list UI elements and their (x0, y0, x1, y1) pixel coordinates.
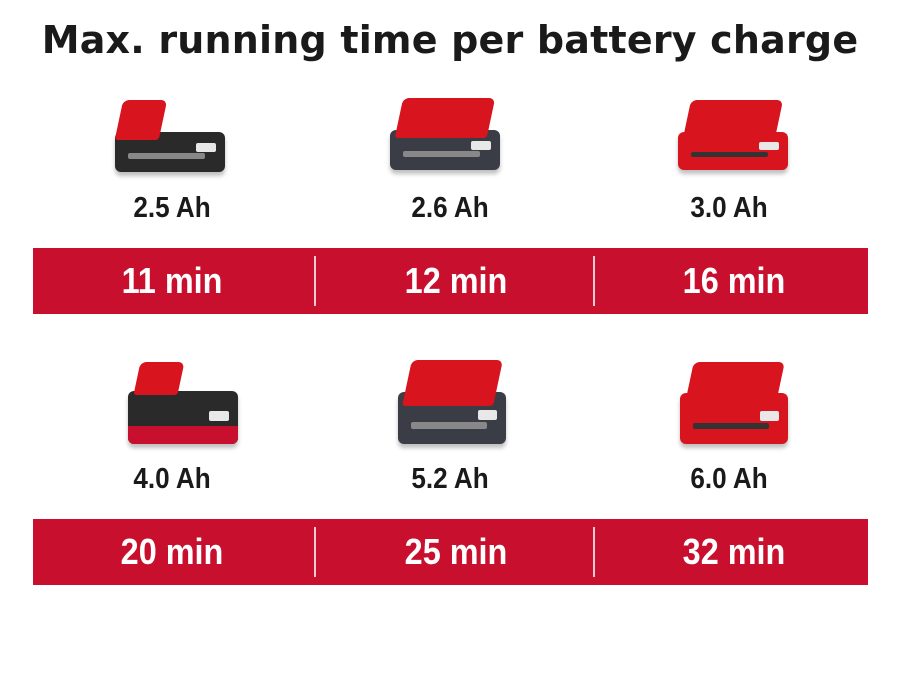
battery-pack-icon (390, 98, 500, 170)
battery-capacity-label: 2.6 Ah (411, 192, 489, 224)
battery-pack-icon (678, 100, 788, 170)
divider (314, 527, 316, 577)
runtime-value: 32 min (682, 531, 786, 572)
runtime-value: 16 min (682, 260, 786, 301)
battery-pack-icon (115, 100, 225, 172)
runtime-value: 25 min (404, 531, 508, 572)
divider (593, 256, 595, 306)
battery-pack-icon (680, 362, 788, 444)
battery-pack-icon (128, 362, 238, 444)
divider (593, 527, 595, 577)
battery-capacity-label: 4.0 Ah (133, 463, 211, 495)
runtime-value: 11 min (121, 260, 223, 301)
battery-capacity-label: 5.2 Ah (411, 463, 489, 495)
runtime-value: 20 min (120, 531, 224, 572)
battery-pack-icon (398, 360, 506, 444)
runtime-bar: 11 min 12 min 16 min (33, 248, 868, 314)
battery-capacity-label: 6.0 Ah (690, 463, 768, 495)
battery-capacity-label: 3.0 Ah (690, 192, 768, 224)
runtime-bar: 20 min 25 min 32 min (33, 519, 868, 585)
battery-capacity-label: 2.5 Ah (133, 192, 211, 224)
page-title: Max. running time per battery charge (41, 18, 859, 62)
divider (314, 256, 316, 306)
runtime-value: 12 min (404, 260, 508, 301)
